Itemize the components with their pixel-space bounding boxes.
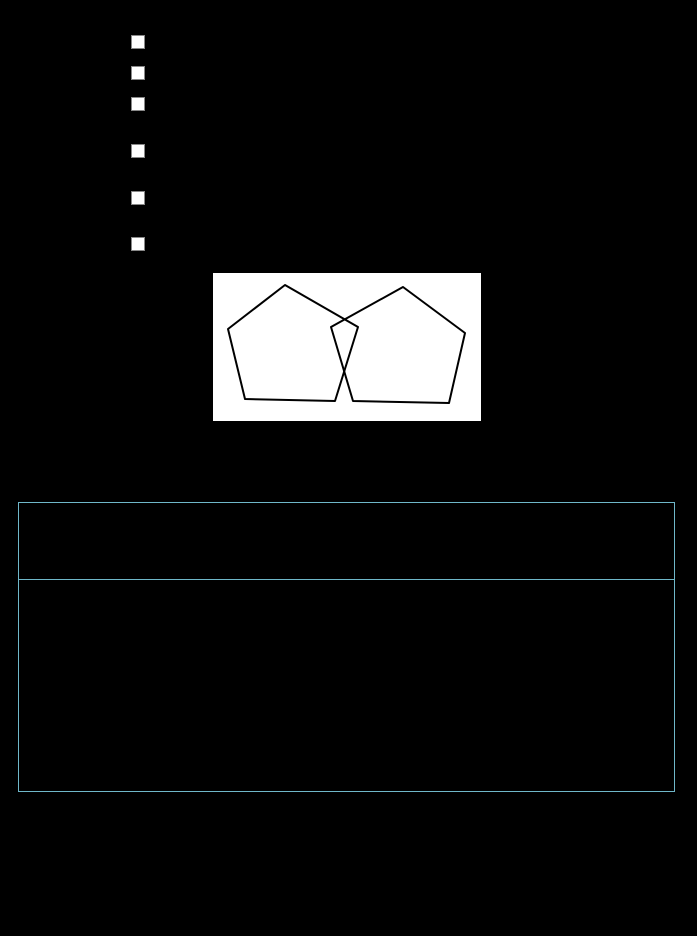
stage-desc: problems evident on all items; likely to… [118,736,544,751]
check-item: Copy this design *test paper required; 1… [131,236,675,253]
pentagon-left [228,285,358,401]
stage-row: None (14): address recalled correctly; m… [37,623,656,641]
stage-name: Mild [37,656,63,671]
check-item: Count backwards from 20-1 *1 point for c… [131,96,675,113]
checkbox-icon[interactable] [131,97,145,111]
checkbox-icon[interactable] [131,35,145,49]
pentagon-svg [213,273,481,421]
stage-row: Moderate (9-6): problems evident on addr… [37,704,656,722]
scoring-panel: Scoring and Interpretation: This screeni… [18,502,675,792]
check-item: Months of the year backwards *1 point fo… [131,143,675,160]
check-item: What is the year? [131,65,675,82]
stage-range: (5-0): [83,736,114,751]
stage-name: Moderate [37,705,95,720]
pentagon-right [331,287,465,403]
check-item: Repeat address given previously *1 point… [131,190,675,207]
stage-name: None [37,624,70,639]
stage-range: (9-6): [98,705,129,720]
scoring-lead-text: This screening tool is a guide to stages… [37,596,656,611]
checkbox-icon[interactable] [131,66,145,80]
check-label: Months of the year backwards *1 point fo… [157,143,613,160]
check-label: Repeat the address [157,34,266,51]
totals-block: Total: / 14 Time Taken: [18,456,675,488]
check-label: Count backwards from 20-1 *1 point for c… [157,96,600,113]
stage-desc: problems evident on address, counting an… [133,705,645,720]
stage-desc: address recalled correctly; may be appro… [103,624,553,639]
pentagon-diagram [213,273,481,421]
checkbox-icon[interactable] [131,191,145,205]
checkbox-icon[interactable] [131,237,145,251]
total-score-line: Total: / 14 [18,456,675,470]
checklist: Repeat the address What is the year? Cou… [131,34,675,253]
scoring-panel-header: Scoring and Interpretation: [19,503,674,580]
check-label: Repeat address given previously *1 point… [157,190,583,207]
time-taken-line: Time Taken: [18,474,675,488]
stage-desc: errors on address; warrants referral to … [37,656,624,689]
stage-row: Severe (5-0): problems evident on all it… [37,735,656,753]
stage-row: Mild (10-13): errors on address; warrant… [37,655,656,690]
stage-range: (10-13): [67,656,113,671]
check-item: Repeat the address [131,34,675,51]
content-area: Repeat the address What is the year? Cou… [18,34,675,792]
scoring-panel-title: Scoring and Interpretation: [37,530,223,546]
check-label: What is the year? [157,65,254,82]
checkbox-icon[interactable] [131,144,145,158]
stage-name: Severe [37,736,80,751]
check-label: Copy this design *test paper required; 1… [157,236,604,253]
stage-range: (14): [73,624,100,639]
page: Repeat the address What is the year? Cou… [0,0,697,936]
scoring-panel-body: This screening tool is a guide to stages… [19,580,674,791]
